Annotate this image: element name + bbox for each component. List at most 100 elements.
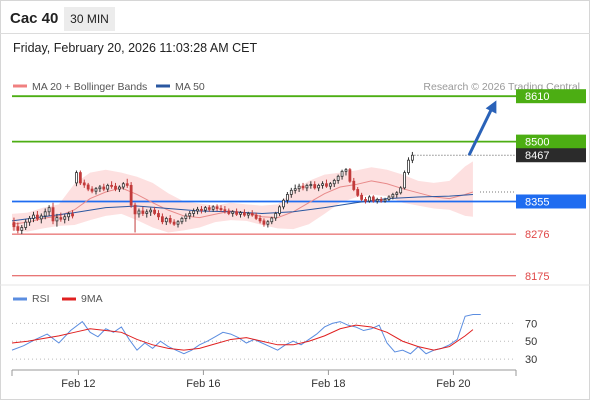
level-tag-8500 xyxy=(516,134,586,149)
candle-body xyxy=(141,210,145,214)
candle-body xyxy=(383,199,387,202)
candle-body xyxy=(106,184,110,190)
candle-body xyxy=(153,209,156,214)
candle-body xyxy=(243,212,246,216)
candle-body xyxy=(305,184,309,189)
candle-body xyxy=(254,214,258,219)
rsi-legend-swatch-1 xyxy=(62,297,76,301)
candle-body xyxy=(266,221,270,225)
candle-body xyxy=(215,206,219,209)
candle-body xyxy=(375,199,379,202)
candle-body xyxy=(235,211,239,215)
rsi-legend-label-1: 9MA xyxy=(81,293,103,305)
level-label-8175: 8175 xyxy=(525,271,549,283)
candle-body xyxy=(160,216,164,223)
level-label-8467: 8467 xyxy=(525,150,549,162)
legend-label-1: MA 50 xyxy=(175,81,205,93)
candle-body xyxy=(391,194,395,198)
level-label-8276: 8276 xyxy=(525,229,549,241)
candle-body xyxy=(301,185,305,189)
legend-label-0: MA 20 + Bollinger Bands xyxy=(32,81,147,93)
bollinger-band xyxy=(12,161,473,233)
candle-body xyxy=(395,192,399,195)
rsi-legend-swatch-0 xyxy=(13,297,27,301)
candle-body xyxy=(297,185,301,190)
candle-body xyxy=(403,172,406,189)
candle-body xyxy=(32,214,35,219)
rsi-line xyxy=(11,313,481,355)
candle-body xyxy=(145,211,149,214)
x-tick-label: Feb 16 xyxy=(186,378,220,390)
datetime-label: Friday, February 20, 2026 11:03:28 AM CE… xyxy=(13,41,258,55)
candle-body xyxy=(90,188,94,192)
candle-body xyxy=(356,189,360,196)
candle-body xyxy=(262,220,266,225)
candle-body xyxy=(12,222,16,228)
candle-body xyxy=(168,218,172,223)
candle-body xyxy=(321,183,324,186)
rsi-ma-line xyxy=(11,324,474,351)
candle-body xyxy=(407,159,410,173)
ma50-line xyxy=(11,193,473,222)
candle-body xyxy=(133,204,137,215)
candle-body xyxy=(364,199,367,202)
candle-body xyxy=(63,216,67,220)
candle-body xyxy=(289,189,293,195)
candle-body xyxy=(207,207,211,210)
level-tag-8610 xyxy=(516,89,586,104)
legend-swatch-0 xyxy=(13,84,27,88)
candle-body xyxy=(246,213,250,216)
candle-body xyxy=(309,184,313,186)
candle-body xyxy=(368,196,371,202)
candle-body xyxy=(121,183,125,188)
rsi-tick-70: 70 xyxy=(525,318,537,330)
candle-body xyxy=(35,214,39,220)
candle-body xyxy=(270,217,274,223)
rsi-tick-50: 50 xyxy=(525,336,537,348)
candle-body xyxy=(172,221,176,225)
candle-body xyxy=(24,221,28,228)
candle-body xyxy=(285,194,289,201)
candle-body xyxy=(125,183,129,186)
x-tick-label: Feb 20 xyxy=(436,378,470,390)
candle-body xyxy=(94,188,98,192)
candle-body xyxy=(20,227,24,231)
rsi-tick-30: 30 xyxy=(525,354,537,366)
candle-body xyxy=(82,182,86,186)
candle-body xyxy=(55,217,59,222)
x-tick-label: Feb 12 xyxy=(61,378,95,390)
candle-body xyxy=(332,180,336,185)
candle-body xyxy=(28,218,31,223)
candle-body xyxy=(59,217,63,220)
candle-body xyxy=(410,154,414,161)
level-tag-8467 xyxy=(516,148,586,163)
candle-body xyxy=(387,196,391,200)
candle-body xyxy=(71,213,74,217)
candle-body xyxy=(43,211,47,217)
candle-body xyxy=(129,184,133,206)
level-tag-8355 xyxy=(516,194,586,209)
candle-body xyxy=(317,184,321,189)
forecast-arrow-shaft xyxy=(467,106,494,156)
candle-body xyxy=(110,184,114,187)
candle-body xyxy=(184,215,188,219)
timeframe-badge[interactable]: 30 MIN xyxy=(64,7,115,31)
candle-body xyxy=(360,194,364,200)
candle-body xyxy=(164,218,168,223)
candle-body xyxy=(196,208,199,212)
candle-body xyxy=(137,210,141,215)
candle-body xyxy=(75,172,78,184)
candle-body xyxy=(16,226,20,231)
candle-body xyxy=(219,208,223,211)
level-label-8355: 8355 xyxy=(525,196,549,208)
candle-body xyxy=(379,199,383,202)
candle-body xyxy=(371,196,375,202)
candle-body xyxy=(336,175,340,181)
level-label-8500: 8500 xyxy=(525,137,549,149)
candle-body xyxy=(325,183,328,187)
candle-body xyxy=(157,213,160,218)
candle-body xyxy=(203,207,207,211)
candle-body xyxy=(258,218,262,222)
instrument-title: Cac 40 xyxy=(10,10,59,27)
candle-body xyxy=(86,184,90,190)
